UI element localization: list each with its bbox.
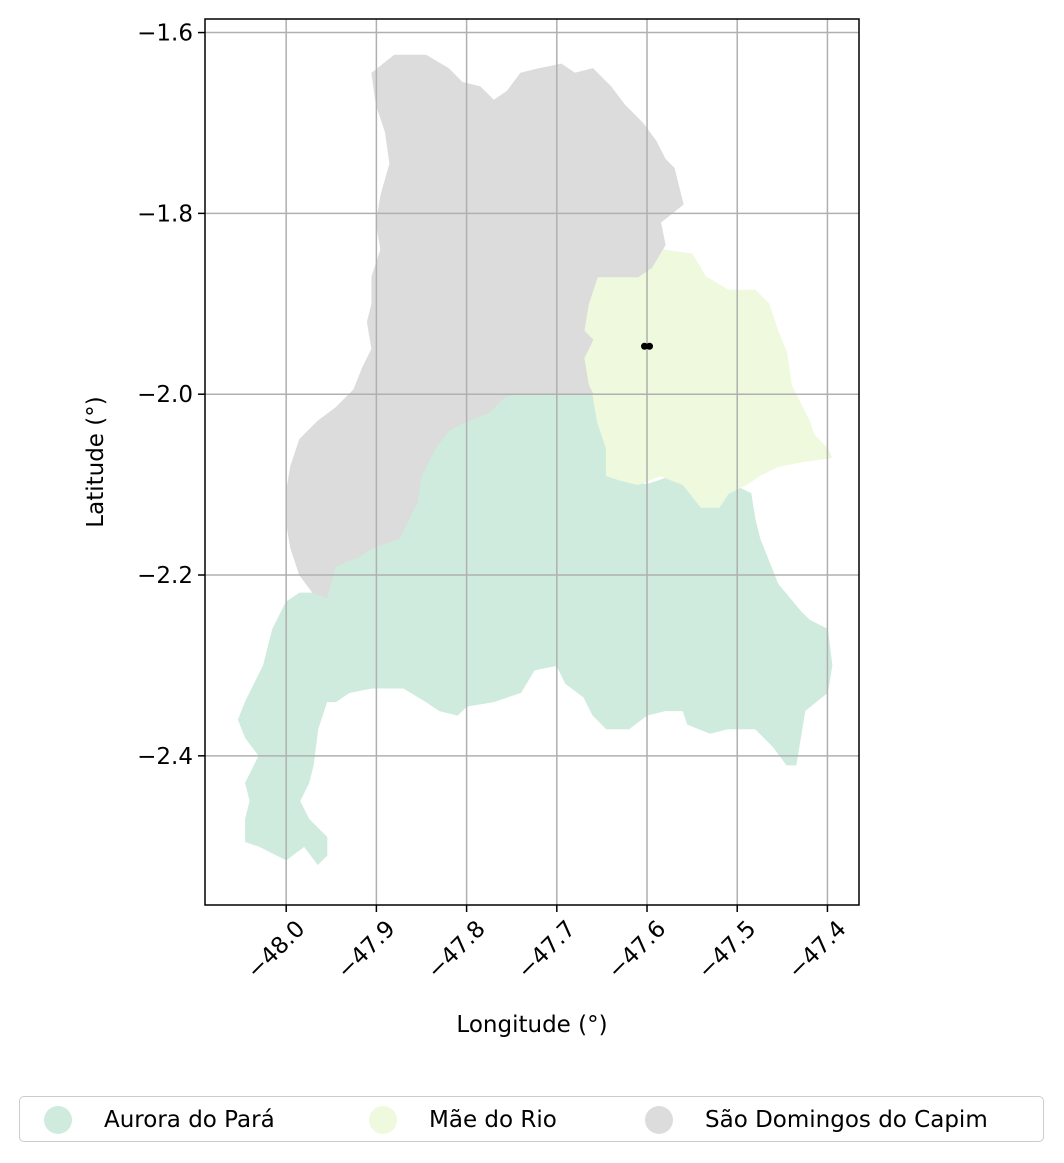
legend-item: Aurora do Pará (44, 1097, 275, 1143)
y-tick-label: −1.6 (137, 21, 193, 47)
legend: Aurora do Pará Mãe do Rio São Domingos d… (19, 1096, 1044, 1142)
regions-layer (237, 54, 833, 866)
y-axis-label: Latitude (°) (83, 396, 109, 527)
x-axis-ticks: −48.0 −47.9 −47.8 −47.7 −47.6 −47.5 −47.4 (242, 905, 852, 984)
x-tick-label: −47.8 (423, 916, 491, 984)
x-tick-label: −47.6 (603, 916, 671, 984)
plot-frame (204, 18, 860, 906)
grid-lines (205, 19, 859, 905)
location-marker (646, 342, 654, 350)
y-axis-ticks: −1.6 −1.8 −2.0 −2.2 −2.4 (137, 21, 205, 770)
x-tick-label: −47.9 (332, 916, 400, 984)
legend-swatch-mae-do-rio (369, 1106, 397, 1134)
x-tick-label: −47.5 (693, 916, 761, 984)
y-tick-label: −2.0 (137, 382, 193, 408)
x-tick-label: −47.7 (513, 916, 581, 984)
legend-swatch-aurora-do-para (44, 1106, 72, 1134)
x-tick-label: −47.4 (783, 916, 851, 984)
y-tick-label: −2.2 (137, 563, 193, 589)
map-figure: −48.0 −47.9 −47.8 −47.7 −47.6 −47.5 −47.4 −1.6… (83, 18, 860, 1038)
region-mae-do-rio (583, 248, 833, 508)
x-tick-label: −48.0 (242, 916, 310, 984)
legend-label: Mãe do Rio (429, 1107, 557, 1133)
x-axis-label: Longitude (°) (456, 1012, 607, 1038)
legend-label: São Domingos do Capim (705, 1107, 988, 1133)
legend-item: São Domingos do Capim (645, 1097, 988, 1143)
legend-label: Aurora do Pará (104, 1107, 275, 1133)
location-marker (641, 342, 649, 350)
y-tick-label: −1.8 (137, 201, 193, 227)
y-tick-label: −2.4 (137, 744, 193, 770)
markers-layer (641, 342, 654, 350)
legend-swatch-sao-domingos-do-capim (645, 1106, 673, 1134)
region-sao-domingos-do-capim (285, 54, 684, 599)
legend-item: Mãe do Rio (369, 1097, 557, 1143)
